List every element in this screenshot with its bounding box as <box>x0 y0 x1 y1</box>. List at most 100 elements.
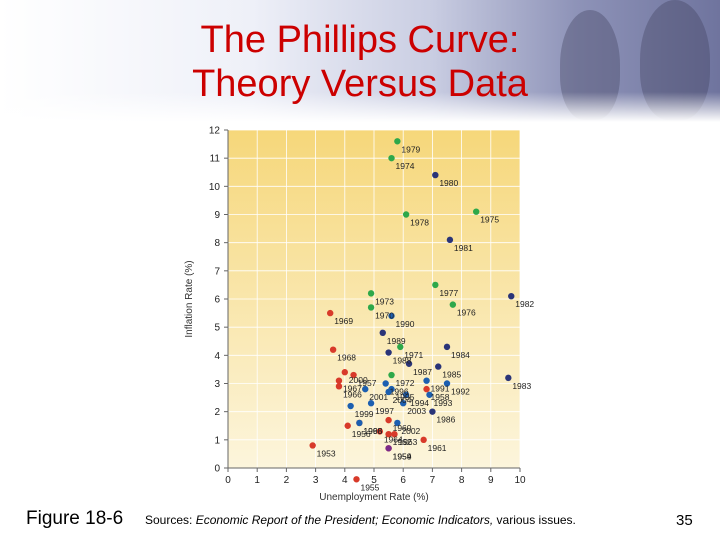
point-label-1972: 1972 <box>396 378 415 388</box>
y-tick-label: 12 <box>209 126 221 137</box>
data-point-1955 <box>353 476 360 483</box>
data-point-1976 <box>449 301 457 308</box>
data-point-2003 <box>400 400 407 407</box>
point-label-1956: 1956 <box>352 429 371 439</box>
point-label-1995: 1995 <box>396 392 415 402</box>
sources-suffix: various issues. <box>493 513 576 527</box>
x-tick-label: 7 <box>430 475 436 486</box>
data-point-1969 <box>327 309 334 317</box>
point-label-1996: 1996 <box>390 387 409 397</box>
point-label-1984: 1984 <box>451 350 470 360</box>
data-point-1994 <box>402 391 410 398</box>
point-label-1973: 1973 <box>375 296 394 306</box>
point-label-1978: 1978 <box>410 218 429 228</box>
y-tick-label: 1 <box>214 435 220 446</box>
point-label-2003: 2003 <box>407 406 426 416</box>
sources-note: Sources: Economic Report of the Presiden… <box>145 513 576 527</box>
y-tick-label: 2 <box>214 407 220 418</box>
data-point-1964 <box>376 428 384 435</box>
y-axis-label: Inflation Rate (%) <box>184 260 195 337</box>
data-point-1999 <box>347 402 354 410</box>
x-tick-label: 4 <box>342 475 348 486</box>
data-point-1980 <box>432 171 439 179</box>
point-label-1980: 1980 <box>439 178 458 188</box>
data-point-1986 <box>429 408 436 415</box>
point-label-1960: 1960 <box>393 423 412 433</box>
point-label-1970: 1970 <box>375 310 394 320</box>
slide-title: The Phillips Curve: Theory Versus Data <box>0 18 720 106</box>
data-points <box>309 138 515 483</box>
figure-label: Figure 18-6 <box>26 508 124 529</box>
x-tick-label: 1 <box>254 475 260 486</box>
point-label-1983: 1983 <box>512 381 531 391</box>
point-label-1990: 1990 <box>396 319 415 329</box>
point-label-1969: 1969 <box>334 316 353 326</box>
point-label-1981: 1981 <box>454 243 473 253</box>
point-label-2002: 2002 <box>401 426 420 436</box>
point-label-1993: 1993 <box>433 398 452 408</box>
y-tick-label: 8 <box>214 238 220 249</box>
point-label-2000: 2000 <box>349 375 368 385</box>
data-point-1971 <box>397 343 404 351</box>
point-label-1966: 1966 <box>343 389 362 399</box>
x-tick-label: 0 <box>225 475 231 486</box>
header-banner <box>0 0 720 122</box>
x-tick-label: 8 <box>459 475 465 486</box>
point-label-1959: 1959 <box>393 451 412 461</box>
data-point-1990 <box>388 312 395 320</box>
point-labels: 1979 1974 1980 1975 1978 1981 1977 1973 1970 1976… <box>317 144 535 492</box>
point-label-1998: 1998 <box>363 426 382 436</box>
x-tick-label: 9 <box>488 475 494 486</box>
point-label-1991: 1991 <box>431 384 450 394</box>
point-label-2001: 2001 <box>369 392 388 402</box>
y-tick-label: 9 <box>214 210 220 221</box>
point-label-1975: 1975 <box>480 215 499 225</box>
y-tick-label: 3 <box>214 379 220 390</box>
x-tick-label: 5 <box>371 475 377 486</box>
data-point-1972 <box>388 371 395 379</box>
data-point-2001 <box>362 385 369 393</box>
sources-italic: Economic Report of the President; Econom… <box>195 513 494 527</box>
point-label-2004: 2004 <box>393 395 412 405</box>
point-label-1997: 1997 <box>375 406 394 416</box>
point-label-1982: 1982 <box>515 299 534 309</box>
data-point-1953 <box>309 442 316 449</box>
data-point-1981 <box>446 236 454 244</box>
title-line-1: The Phillips Curve: <box>200 19 520 61</box>
data-point-1970 <box>367 304 375 311</box>
point-label-1962: 1962 <box>393 437 412 447</box>
data-point-1966 <box>335 383 343 390</box>
point-label-1964: 1964 <box>384 434 403 444</box>
data-point-1992 <box>443 380 451 387</box>
point-label-1986: 1986 <box>436 415 455 425</box>
data-point-1960 <box>385 416 392 424</box>
x-tick-label: 2 <box>284 475 290 486</box>
point-label-1977: 1977 <box>439 288 458 298</box>
data-point-1957 <box>350 371 357 379</box>
point-label-1979: 1979 <box>401 144 420 154</box>
point-label-1965: 1965 <box>363 426 382 436</box>
data-point-1967 <box>335 377 343 384</box>
y-tick-label: 4 <box>214 351 220 362</box>
data-point-1974 <box>388 154 395 162</box>
point-label-1967: 1967 <box>343 384 362 394</box>
sources-prefix: Sources: <box>145 513 196 527</box>
data-point-1998 <box>356 419 363 427</box>
point-label-1974: 1974 <box>396 161 415 171</box>
point-label-1976: 1976 <box>457 308 476 318</box>
x-tick-label: 10 <box>514 475 526 486</box>
data-point-1984 <box>443 343 451 351</box>
data-point-1961 <box>420 436 427 444</box>
data-point-1996 <box>382 380 389 387</box>
data-point-2004 <box>385 388 392 396</box>
point-label-1971: 1971 <box>404 350 423 360</box>
data-point-1989 <box>379 329 386 336</box>
y-tick-label: 6 <box>214 295 220 306</box>
data-point-1956 <box>344 422 351 429</box>
data-point-1997 <box>367 400 375 407</box>
data-point-1973 <box>367 290 375 297</box>
point-label-1955: 1955 <box>360 482 379 492</box>
point-label-1999: 1999 <box>355 409 374 419</box>
